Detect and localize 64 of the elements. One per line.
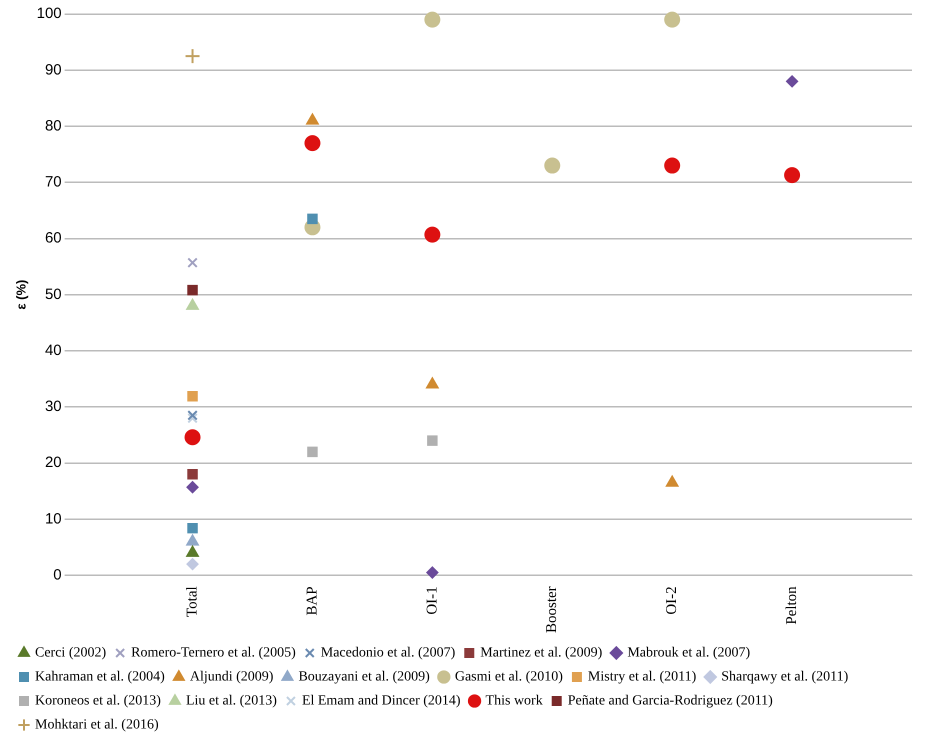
y-tick-label: 100 <box>36 5 62 22</box>
y-tick-label: 90 <box>44 61 62 78</box>
point <box>544 158 560 174</box>
y-axis-title: ε (%) <box>13 280 28 310</box>
point <box>186 534 199 546</box>
x-tick-label: Total <box>184 586 200 617</box>
point <box>187 391 198 402</box>
legend-label: Sharqawy et al. (2011) <box>721 670 849 685</box>
x-tick-label: BAP <box>304 586 320 616</box>
point <box>426 377 439 388</box>
point <box>664 158 680 174</box>
point <box>186 558 199 570</box>
point <box>666 476 678 487</box>
legend-label: Koroneos et al. (2013) <box>35 694 162 709</box>
x-tick-label: OI-2 <box>664 586 680 615</box>
point <box>186 481 199 494</box>
y-tick-label: 0 <box>53 566 62 584</box>
point <box>424 226 440 243</box>
point <box>187 412 198 424</box>
y-tick-label: 50 <box>44 286 62 303</box>
legend-label: Romero-Ternero et al. (2005) <box>131 646 296 661</box>
point <box>784 167 800 184</box>
point <box>187 257 198 268</box>
x-tick-label: OI-1 <box>424 586 440 615</box>
legend-label: Mabrouk et al. (2007) <box>627 646 751 661</box>
y-tick-label: 40 <box>44 342 62 359</box>
point <box>427 435 438 446</box>
y-tick-label: 10 <box>44 510 62 528</box>
legend-label: Mistry et al. (2011) <box>588 670 697 685</box>
point <box>184 48 201 64</box>
y-tick-label: 20 <box>44 454 62 472</box>
legend-label: Mohktari et al. (2016) <box>35 718 159 733</box>
point <box>426 566 438 579</box>
point <box>306 114 319 125</box>
point <box>304 135 320 152</box>
x-tick-label: Pelton <box>784 586 800 625</box>
point <box>187 522 198 534</box>
legend-label: This work <box>486 694 543 709</box>
point <box>186 298 199 310</box>
legend-label: Gasmi et al. (2010) <box>454 670 564 685</box>
legend-label: Kahraman et al. (2004) <box>35 670 166 685</box>
y-tick-label: 30 <box>44 398 62 416</box>
y-tick-label: 80 <box>44 117 62 134</box>
point <box>186 546 199 557</box>
point <box>184 429 201 446</box>
legend-label: El Emam and Dincer (2014) <box>302 694 461 709</box>
point <box>307 446 318 458</box>
x-tick-label: Booster <box>544 586 560 634</box>
point <box>664 12 680 28</box>
legend-label: Liu et al. (2013) <box>186 694 278 709</box>
legend-label: Peñate and Garcia-Rodriguez (2011) <box>568 694 774 709</box>
legend-label: Cerci (2002) <box>35 646 106 661</box>
y-tick-label: 70 <box>44 174 62 191</box>
legend-label: Macedonio et al. (2007) <box>320 646 456 661</box>
legend-label: Martinez et al. (2009) <box>480 646 603 661</box>
point <box>424 12 440 28</box>
point <box>187 284 198 296</box>
point <box>187 469 198 480</box>
point <box>307 214 318 224</box>
point <box>786 75 798 88</box>
point <box>187 410 198 421</box>
legend-label: Aljundi (2009) <box>190 670 274 685</box>
legend-label: Bouzayani et al. (2009) <box>298 670 430 685</box>
y-tick-label: 60 <box>44 230 62 247</box>
